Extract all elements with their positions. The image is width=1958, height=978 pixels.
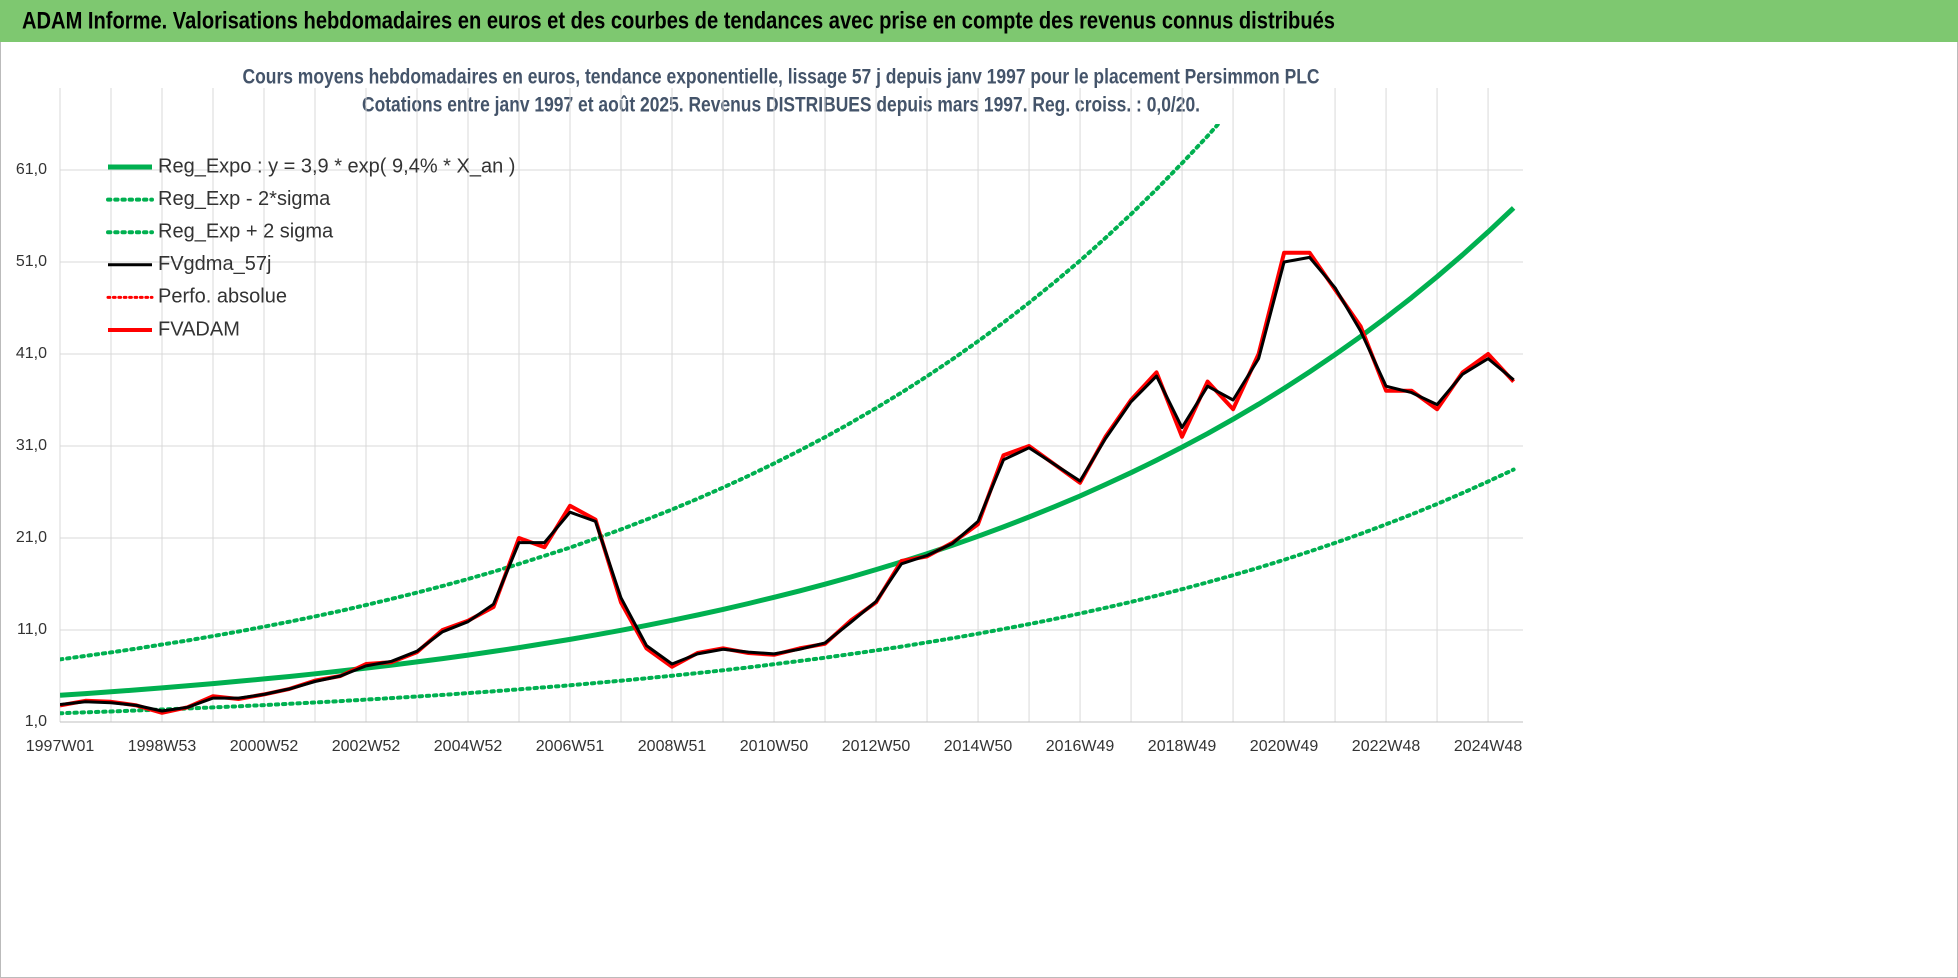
x-tick-label: 2016W49: [1046, 738, 1115, 755]
x-tick-label: 1997W01: [26, 738, 95, 755]
y-tick-label: 31,0: [16, 437, 47, 454]
legend-label: Reg_Exp - 2*sigma: [158, 188, 331, 210]
y-tick-label: 21,0: [16, 529, 47, 546]
y-tick-label: 41,0: [16, 345, 47, 362]
x-tick-label: 2014W50: [944, 738, 1013, 755]
series-line: [60, 124, 1221, 662]
x-tick-label: 2002W52: [332, 738, 401, 755]
series-line: [60, 467, 1516, 716]
x-tick-label: 2006W51: [536, 738, 605, 755]
x-tick-label: 1998W53: [128, 738, 197, 755]
legend-label: Perfo. absolue: [158, 286, 287, 308]
chart-title: Cours moyens hebdomadaires en euros, ten…: [243, 66, 1320, 89]
y-tick-label: 11,0: [17, 621, 47, 638]
x-tick-label: 2008W51: [638, 738, 707, 755]
x-tick-label: 2020W49: [1250, 738, 1319, 755]
legend-label: Reg_Exp + 2 sigma: [158, 220, 334, 242]
y-tick-label: 1,0: [25, 713, 47, 730]
legend-label: Reg_Expo : y = 3,9 * exp( 9,4% * X_an ): [158, 155, 515, 177]
y-tick-label: 51,0: [16, 253, 47, 270]
x-tick-label: 2024W48: [1454, 738, 1523, 755]
legend-label: FVgdma_57j: [158, 253, 271, 275]
x-tick-label: 2000W52: [230, 738, 299, 755]
series-line: [60, 255, 1515, 713]
plot-area: [60, 124, 1516, 716]
x-tick-label: 2018W49: [1148, 738, 1217, 755]
x-tick-label: 2022W48: [1352, 738, 1421, 755]
legend-label: FVADAM: [158, 318, 240, 340]
y-tick-label: 61,0: [16, 161, 47, 178]
x-tick-label: 2012W50: [842, 738, 911, 755]
page-title: ADAM Informe. Valorisations hebdomadaire…: [22, 7, 1335, 34]
x-tick-label: 2010W50: [740, 738, 809, 755]
x-tick-label: 2004W52: [434, 738, 503, 755]
chart-subtitle: Cotations entre janv 1997 et août 2025. …: [362, 94, 1200, 117]
series-line: [60, 206, 1516, 698]
title-bar: [0, 0, 1958, 42]
